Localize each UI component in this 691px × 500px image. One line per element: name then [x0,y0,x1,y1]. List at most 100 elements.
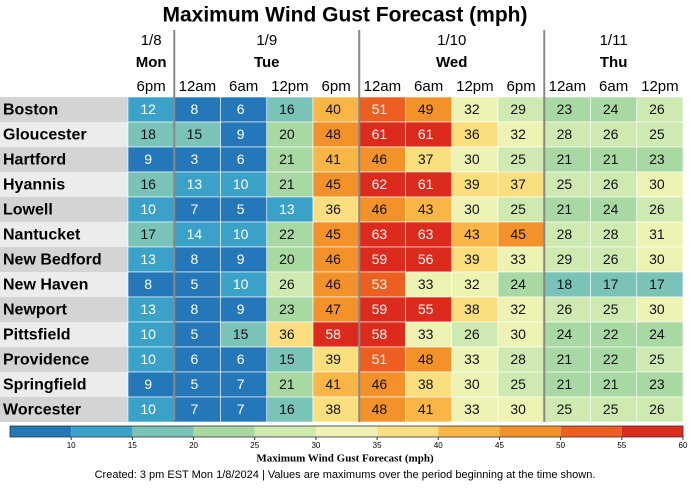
cell-value: 58 [325,326,341,342]
cell-value: 18 [557,276,573,292]
heat-cell [497,121,545,148]
heat-cell [173,146,221,173]
city-label: Lowell [3,202,53,219]
cell-value: 21 [557,201,573,217]
cell-value: 40 [325,101,341,117]
cell-value: 26 [557,301,573,317]
city-cell [0,247,128,272]
cell-value: 24 [603,101,619,117]
cell-value: 3 [190,151,198,167]
cell-value: 43 [418,201,434,217]
time-label: 12am [549,78,587,95]
cell-value: 9 [144,376,152,392]
heat-cell [127,171,175,198]
heat-cell [173,246,221,273]
cell-value: 24 [557,326,573,342]
heat-cell [497,346,545,373]
time-label: 12pm [456,78,494,95]
date-label: 1/8 [141,32,162,49]
city-cell [0,322,128,347]
cell-value: 46 [325,276,341,292]
cell-value: 26 [603,126,619,142]
cell-value: 22 [603,326,619,342]
cell-value: 26 [649,101,665,117]
heat-cell [405,396,453,423]
heat-cell [543,221,591,248]
cell-value: 7 [190,401,198,417]
cell-value: 41 [325,376,341,392]
heat-cell [497,371,545,398]
cell-value: 9 [237,126,245,142]
city-cell [0,197,128,222]
cell-value: 8 [190,251,198,267]
cell-value: 23 [279,301,295,317]
heat-cell [636,96,684,123]
cell-value: 45 [325,176,341,192]
heat-cell [266,396,314,423]
cell-value: 26 [603,176,619,192]
colorbar-segment [132,426,194,437]
heat-cell [266,146,314,173]
cell-value: 21 [279,176,295,192]
day-label: Wed [436,54,467,71]
cell-value: 17 [603,276,619,292]
cell-value: 49 [418,101,434,117]
city-cell [0,97,128,122]
heat-cell [497,296,545,323]
heat-cell [543,371,591,398]
cell-value: 16 [140,176,156,192]
cell-value: 8 [190,301,198,317]
cell-value: 6 [237,101,245,117]
city-label: Worcester [3,402,81,419]
cell-value: 5 [190,276,198,292]
heat-cell [220,196,268,223]
cell-value: 30 [464,151,480,167]
heat-cell [266,371,314,398]
day-label: Tue [254,54,280,71]
date-label: 1/10 [437,32,466,49]
heat-cell [173,396,221,423]
heat-cell [127,246,175,273]
cell-value: 29 [510,101,526,117]
cell-value: 8 [144,276,152,292]
heat-cell [590,246,638,273]
cell-value: 28 [603,226,619,242]
cell-value: 31 [649,226,665,242]
cell-value: 9 [237,301,245,317]
cell-value: 28 [510,351,526,367]
heat-cell [636,171,684,198]
heat-cell [127,146,175,173]
city-cell [0,222,128,247]
cell-value: 33 [418,276,434,292]
heat-cell [266,346,314,373]
heat-cell [543,171,591,198]
colorbar-tick-label: 10 [67,441,76,450]
heat-cell [451,96,499,123]
cell-value: 21 [557,151,573,167]
cell-value: 23 [557,101,573,117]
heat-cell [220,346,268,373]
cell-value: 20 [279,251,295,267]
heat-cell [590,396,638,423]
cell-value: 6 [237,151,245,167]
cell-value: 30 [464,201,480,217]
cell-value: 63 [372,226,388,242]
cell-value: 18 [140,126,156,142]
colorbar-tick-label: 55 [617,441,626,450]
city-label: Pittsfield [3,327,71,344]
cell-value: 32 [464,101,480,117]
cell-value: 32 [510,301,526,317]
cell-value: 7 [237,401,245,417]
cell-value: 6 [190,351,198,367]
heat-cell [497,146,545,173]
city-cell [0,172,128,197]
heat-cell [451,221,499,248]
colorbar-frame [9,425,684,438]
cell-value: 37 [510,176,526,192]
heat-cell [405,346,453,373]
heat-cell [312,271,360,298]
cell-value: 21 [279,376,295,392]
heat-cell [358,121,406,148]
cell-value: 16 [279,101,295,117]
time-label: 12pm [271,78,309,95]
